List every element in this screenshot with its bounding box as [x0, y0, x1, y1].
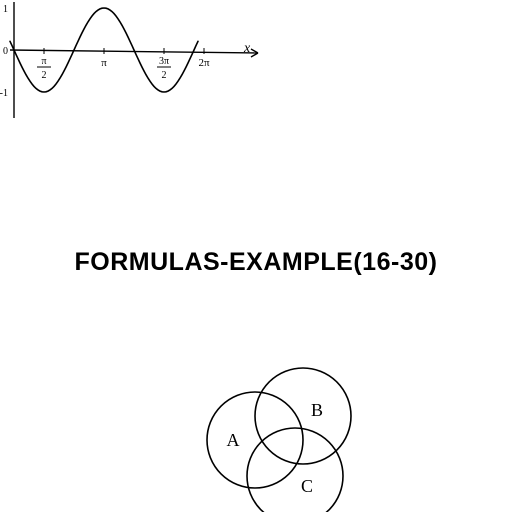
venn-diagram: A B C: [165, 360, 385, 512]
svg-text:2: 2: [162, 70, 167, 81]
svg-text:-1: -1: [0, 88, 8, 99]
svg-text:1: 1: [3, 4, 8, 15]
svg-text:π: π: [41, 56, 46, 67]
svg-text:0: 0: [3, 46, 8, 57]
venn-label-c: C: [301, 476, 313, 496]
svg-text:3π: 3π: [159, 56, 169, 67]
page-canvas: 10-1π2π3π22πx FORMULAS-EXAMPLE(16-30) AB…: [0, 0, 512, 512]
venn-circle-a: [207, 392, 303, 488]
venn-circle-b: [255, 368, 351, 464]
sine-graph: 10-1π2π3π22πx: [0, 0, 265, 120]
svg-text:2π: 2π: [198, 57, 210, 69]
venn-label-a: A: [227, 430, 240, 450]
venn-label-b: B: [311, 400, 323, 420]
page-title: FORMULAS-EXAMPLE(16-30): [0, 248, 512, 277]
svg-text:π: π: [101, 57, 107, 69]
svg-text:x: x: [243, 41, 251, 56]
svg-text:2: 2: [42, 70, 47, 81]
